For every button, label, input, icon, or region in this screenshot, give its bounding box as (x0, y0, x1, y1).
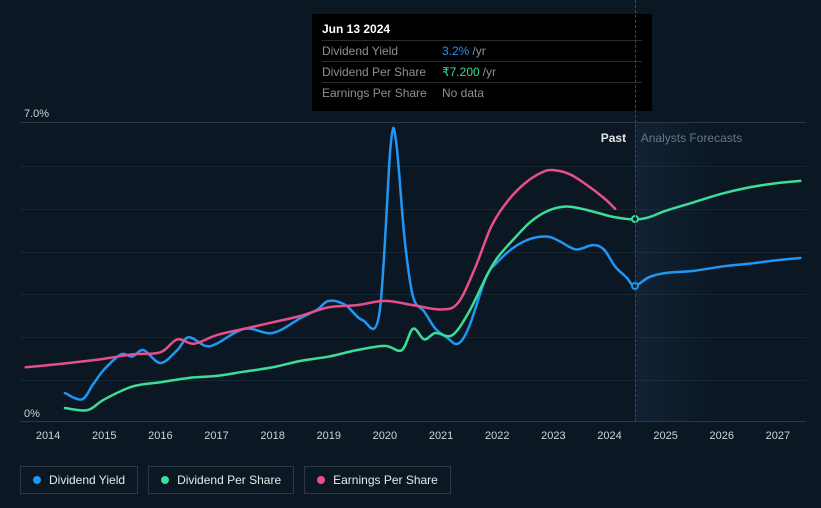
legend-item[interactable]: Dividend Yield (20, 466, 138, 494)
x-axis-tick-label: 2019 (317, 430, 341, 442)
tooltip-date: Jun 13 2024 (322, 22, 642, 40)
legend-dot-icon (317, 476, 325, 484)
legend-item[interactable]: Earnings Per Share (304, 466, 451, 494)
x-axis-tick-label: 2022 (485, 430, 509, 442)
legend-dot-icon (161, 476, 169, 484)
x-axis-tick-label: 2016 (148, 430, 172, 442)
series-line (26, 170, 616, 367)
tooltip-row-value: 3.2% (442, 44, 469, 58)
x-axis-tick-label: 2020 (373, 430, 397, 442)
chart-legend: Dividend Yield Dividend Per Share Earnings… (20, 466, 451, 494)
x-axis-tick-label: 2023 (541, 430, 565, 442)
tooltip-row-label: Dividend Per Share (322, 65, 442, 79)
tooltip-row-unit: /yr (472, 44, 485, 58)
tooltip-row: Dividend Yield3.2%/yr (322, 40, 642, 61)
x-axis-tick-label: 2026 (710, 430, 734, 442)
x-axis-tick-label: 2015 (92, 430, 116, 442)
tooltip-row: Earnings Per ShareNo data (322, 82, 642, 103)
y-axis-max-label: 7.0% (24, 108, 49, 120)
legend-label: Dividend Per Share (177, 473, 281, 487)
legend-dot-icon (33, 476, 41, 484)
x-axis-tick-label: 2014 (36, 430, 60, 442)
series-line (65, 128, 800, 400)
series-line (65, 181, 800, 411)
tooltip-row-label: Earnings Per Share (322, 86, 442, 100)
x-axis-tick-label: 2024 (597, 430, 621, 442)
x-axis-tick-label: 2018 (260, 430, 284, 442)
x-axis-labels: 2014 2015 2016 2017 2018 2019 2020 2021 2022 2023… (20, 430, 806, 446)
x-axis-tick-label: 2027 (766, 430, 790, 442)
legend-label: Dividend Yield (49, 473, 125, 487)
legend-item[interactable]: Dividend Per Share (148, 466, 294, 494)
x-axis-tick-label: 2021 (429, 430, 453, 442)
tooltip-row-label: Dividend Yield (322, 44, 442, 58)
tooltip-row-value: No data (442, 86, 484, 100)
tooltip-vertical-line (635, 0, 636, 422)
tooltip-row-unit: /yr (483, 65, 496, 79)
tooltip-row: Dividend Per Share₹7.200/yr (322, 61, 642, 82)
chart-plot-area: Past Analysts Forecasts (20, 122, 806, 422)
x-axis-tick-label: 2025 (653, 430, 677, 442)
x-axis-tick-label: 2017 (204, 430, 228, 442)
legend-label: Earnings Per Share (333, 473, 438, 487)
tooltip-row-value: ₹7.200 (442, 65, 480, 79)
chart-lines (20, 123, 806, 421)
hover-tooltip: Jun 13 2024 Dividend Yield3.2%/yrDividen… (312, 14, 652, 111)
